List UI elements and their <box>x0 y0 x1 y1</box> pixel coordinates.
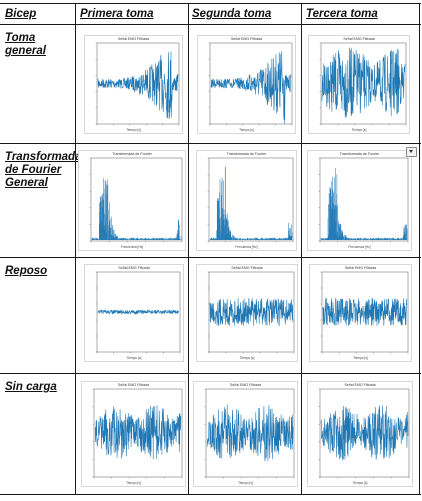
signal-trace <box>97 51 179 119</box>
plot-canvas <box>95 271 181 354</box>
signal-trace <box>209 166 293 240</box>
plot-title: Transformada de Fourier <box>226 152 267 156</box>
plot-sin-carga-2: Señal EMG Filtrada Tiempo [s] <box>193 381 298 487</box>
plot-title: Señal EMG Filtrada <box>230 37 263 41</box>
row-label-transformada: Transformada de Fourier General <box>5 151 82 189</box>
plot-canvas <box>320 271 409 354</box>
signal-trace <box>320 168 408 240</box>
row-divider <box>0 373 421 374</box>
plot-frame <box>208 157 294 242</box>
plot-frame <box>319 157 409 242</box>
plot-xlabel: Tiempo [s] <box>239 356 255 360</box>
plot-frame <box>93 388 183 478</box>
plot-xlabel: Tiempo [s] <box>126 356 142 360</box>
plot-toma-general-3: Señal EMG Filtrada Tiempo [s] <box>308 35 410 134</box>
plot-canvas <box>208 42 293 126</box>
plot-title: Transformada de Fourier <box>112 152 152 156</box>
plot-reposo-3: Señal EMG Filtrada Tiempo [s] <box>309 264 412 362</box>
signal-trace <box>321 47 406 118</box>
plot-xlabel: Tiempo [s] <box>238 481 253 485</box>
signal-trace <box>320 405 409 461</box>
row-label-reposo: Reposo <box>5 265 48 277</box>
plot-frame <box>319 388 410 478</box>
plot-frame <box>321 271 409 353</box>
row-divider <box>0 257 421 258</box>
plot-fourier-1: Transformada de Fourier Frecuencia [Hz] <box>78 150 186 251</box>
plot-title: Señal EMG Filtrada <box>117 383 150 387</box>
plot-reposo-2: Señal EMG Filtrada Tiempo [s] <box>196 264 298 362</box>
column-divider <box>419 3 420 495</box>
plot-canvas <box>207 157 294 243</box>
plot-xlabel: Frecuencia [Hz] <box>235 245 258 249</box>
plot-title: Señal EMG Filtrada <box>118 266 150 270</box>
plot-xlabel: Tiempo [s] <box>239 128 254 132</box>
plot-xlabel: Tiempo [s] <box>126 481 141 485</box>
plot-title: Señal EMG Filtrada <box>231 266 263 270</box>
row-divider <box>0 494 421 495</box>
signal-trace <box>209 298 294 327</box>
plot-fourier-2: Transformada de Fourier Frecuencia [Hz] <box>196 150 297 251</box>
plot-reposo-1: Señal EMG Filtrada Tiempo [s] <box>84 264 184 362</box>
plot-title: Señal EMG Filtrada <box>343 37 375 41</box>
plot-frame <box>96 42 180 125</box>
row-label-sin-carga: Sin carga <box>5 381 57 393</box>
plot-canvas <box>318 157 409 243</box>
row-label-toma-general: Toma general <box>5 32 46 57</box>
column-divider <box>188 3 189 495</box>
header-segunda-toma: Segunda toma <box>192 8 272 20</box>
plot-canvas <box>318 388 410 479</box>
signal-trace <box>206 404 294 462</box>
plot-xlabel: Tiempo [s] <box>351 128 367 132</box>
plot-xlabel: Frecuencia [Hz] <box>348 245 371 249</box>
plot-xlabel: Frecuencia [Hz] <box>120 245 144 249</box>
plot-frame <box>90 157 183 242</box>
plot-xlabel: Tiempo [s] <box>353 356 368 360</box>
row-divider <box>0 3 421 4</box>
plot-frame <box>209 42 293 125</box>
header-bicep: Bicep <box>5 8 37 20</box>
plot-frame <box>320 42 407 125</box>
signal-trace <box>91 178 182 240</box>
plot-title: Señal EMG Filtrada <box>344 266 377 270</box>
dropdown-toggle-button[interactable] <box>406 147 417 157</box>
plot-title: Señal EMG Filtrada <box>117 37 150 41</box>
plot-toma-general-2: Señal EMG Filtrada Tiempo [s] <box>197 35 296 134</box>
plot-title: Señal EMG Filtrada <box>344 383 376 387</box>
signal-trace <box>322 297 408 327</box>
plot-sin-carga-3: Señal EMG Filtrada Tiempo [s] <box>307 381 413 487</box>
plot-xlabel: Tiempo [s] <box>352 481 368 485</box>
plot-title: Señal EMG Filtrada <box>229 383 262 387</box>
plot-frame <box>205 388 295 478</box>
column-divider <box>301 3 302 495</box>
header-tercera-toma: Tercera toma <box>306 8 378 20</box>
plot-frame <box>96 271 181 353</box>
signal-trace <box>97 308 180 315</box>
plot-canvas <box>204 388 295 479</box>
plot-canvas <box>89 157 183 243</box>
row-divider <box>0 143 421 144</box>
row-divider <box>0 24 421 25</box>
signal-trace <box>94 405 182 460</box>
plot-toma-general-1: Señal EMG Filtrada Tiempo [s] <box>84 35 183 134</box>
plot-sin-carga-1: Señal EMG Filtrada Tiempo [s] <box>81 381 186 487</box>
plot-canvas <box>319 42 407 126</box>
plot-fourier-3: Transformada de Fourier Frecuencia [Hz] <box>307 150 412 251</box>
plot-title: Transformada de Fourier <box>339 152 380 156</box>
plot-canvas <box>207 271 295 354</box>
header-primera-toma: Primera toma <box>80 8 154 20</box>
plot-frame <box>208 271 295 353</box>
column-divider <box>75 3 76 495</box>
chevron-down-icon <box>409 150 413 153</box>
plot-xlabel: Tiempo [s] <box>126 128 141 132</box>
plot-canvas <box>95 42 180 126</box>
signal-trace <box>210 51 292 124</box>
plot-canvas <box>92 388 183 479</box>
